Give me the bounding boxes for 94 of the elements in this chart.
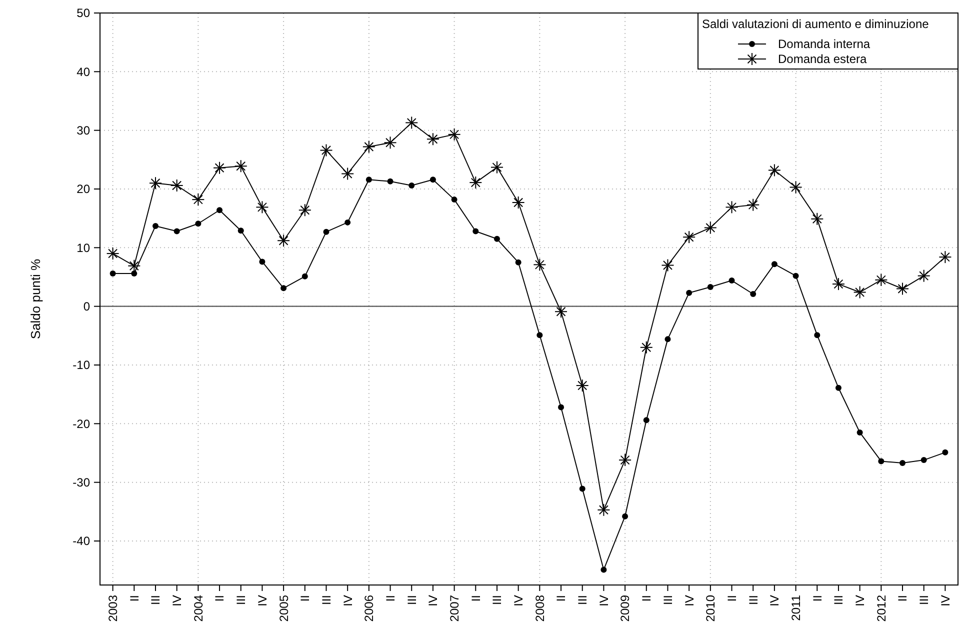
point	[728, 278, 735, 284]
x-tick-label: II	[212, 595, 227, 602]
y-tick-label: 40	[76, 64, 90, 79]
legend-label: Domanda estera	[778, 52, 868, 66]
x-tick-label: II	[554, 595, 568, 602]
point	[792, 272, 799, 279]
x-tick-label: II	[810, 595, 824, 602]
x-tick-label: II	[298, 595, 312, 602]
point	[494, 236, 500, 242]
x-tick-label: 2012	[874, 594, 888, 622]
y-tick-label: 50	[76, 6, 90, 20]
x-tick-label: II	[896, 595, 910, 602]
point	[878, 458, 884, 464]
point	[600, 566, 607, 573]
point	[131, 270, 138, 276]
x-tick-label: 2007	[448, 594, 462, 622]
x-tick-label: 2009	[618, 594, 632, 622]
point	[536, 332, 543, 338]
x-tick-label: IV	[170, 595, 184, 606]
x-tick-label: 2006	[362, 594, 376, 622]
point	[643, 417, 650, 424]
point	[707, 284, 714, 290]
y-tick-label: 0	[83, 300, 90, 314]
y-tick-label: -10	[72, 358, 90, 372]
x-tick-label: IV	[426, 595, 440, 606]
x-tick-label: IV	[596, 595, 611, 606]
point	[216, 207, 223, 214]
point	[344, 219, 351, 226]
point	[323, 228, 330, 235]
point	[302, 273, 308, 280]
point	[238, 228, 244, 234]
x-tick-label: 2005	[276, 594, 291, 622]
x-tick-label: III	[917, 595, 932, 606]
point	[408, 182, 415, 188]
point	[900, 460, 906, 466]
point	[856, 429, 863, 436]
point	[515, 259, 522, 266]
point	[750, 291, 756, 298]
x-tick-label: II	[724, 595, 739, 602]
point	[195, 220, 202, 227]
x-tick-label: 2004	[191, 594, 206, 622]
point	[110, 270, 116, 276]
x-tick-label: III	[490, 595, 504, 606]
point	[152, 222, 158, 229]
y-tick-label: 30	[76, 124, 90, 138]
point	[686, 290, 692, 296]
x-tick-label: III	[319, 595, 334, 606]
x-tick-label: 2003	[106, 594, 120, 622]
x-tick-label: III	[576, 595, 590, 606]
point	[280, 285, 287, 292]
y-tick-label: -20	[72, 416, 90, 431]
point	[366, 176, 372, 183]
point	[664, 336, 671, 342]
point	[558, 404, 564, 410]
legend-title: Saldi valutazioni di aumento e diminuzione	[702, 17, 930, 31]
y-tick-label: 20	[76, 182, 90, 196]
point	[771, 261, 778, 268]
point	[920, 457, 927, 464]
point	[622, 513, 628, 520]
x-tick-label: II	[640, 595, 654, 602]
x-tick-label: II	[383, 595, 398, 602]
point	[579, 486, 586, 492]
x-tick-label: 2011	[788, 594, 803, 621]
x-tick-label: III	[832, 595, 846, 606]
x-tick-label: II	[468, 595, 483, 602]
x-tick-label: IV	[682, 595, 696, 606]
point	[451, 196, 458, 203]
x-tick-label: IV	[853, 595, 868, 606]
point	[387, 178, 394, 184]
y-tick-label: 10	[76, 240, 90, 255]
x-tick-label: III	[404, 595, 419, 606]
x-tick-label: 2008	[532, 594, 547, 622]
x-tick-label: 2010	[704, 594, 718, 622]
x-tick-label: IV	[768, 595, 782, 606]
y-axis-title: Saldo punti %	[28, 258, 43, 340]
point	[174, 228, 180, 234]
x-tick-label: IV	[340, 595, 355, 606]
y-tick-label: -40	[72, 534, 90, 548]
x-tick-label: III	[660, 595, 675, 606]
x-tick-label: III	[148, 595, 163, 606]
point	[814, 332, 820, 338]
point	[472, 228, 479, 234]
y-tick-label: -30	[72, 476, 90, 490]
x-tick-label: IV	[938, 595, 952, 606]
legend-label: Domanda interna	[778, 37, 870, 52]
point	[835, 384, 842, 391]
x-tick-label: III	[746, 595, 760, 606]
point	[430, 176, 436, 183]
x-tick-label: IV	[255, 595, 270, 606]
x-tick-label: IV	[512, 595, 526, 606]
point	[259, 258, 266, 265]
x-tick-label: II	[127, 595, 142, 602]
x-tick-label: III	[234, 595, 248, 606]
point	[942, 449, 948, 456]
